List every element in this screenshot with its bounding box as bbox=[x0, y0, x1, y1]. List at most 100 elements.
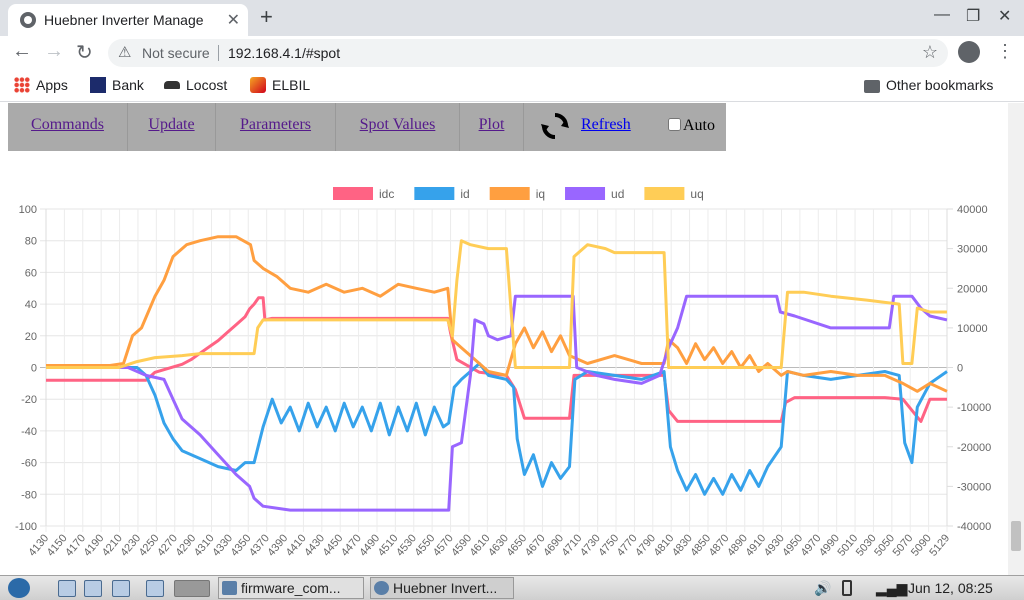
volume-icon[interactable]: 🔊 bbox=[814, 580, 832, 596]
menu-kebab-icon[interactable]: ⋮ bbox=[996, 41, 1014, 61]
terminal-icon[interactable] bbox=[112, 580, 130, 597]
x-tick-label: 5050 bbox=[872, 532, 897, 558]
x-tick-label: 4250 bbox=[137, 532, 162, 558]
file-manager-icon[interactable] bbox=[58, 580, 76, 597]
back-icon[interactable]: ← bbox=[12, 40, 32, 62]
page-scrollbar[interactable] bbox=[1008, 103, 1024, 575]
legend-label-ud: ud bbox=[611, 187, 624, 201]
x-tick-label: 4950 bbox=[780, 532, 805, 558]
x-tick-label: 4270 bbox=[155, 532, 180, 558]
minimize-icon[interactable]: — bbox=[934, 6, 950, 23]
x-tick-label: 4770 bbox=[615, 532, 640, 558]
x-tick-label: 4510 bbox=[376, 532, 401, 558]
y-left-tick-label: 40 bbox=[25, 299, 37, 311]
network-signal-icon[interactable]: ▂▄▆ bbox=[876, 580, 908, 596]
auto-checkbox[interactable] bbox=[668, 118, 681, 131]
auto-label: Auto bbox=[683, 117, 715, 134]
browser-tab[interactable]: Huebner Inverter Manage ✕ bbox=[8, 4, 248, 36]
spot-values-chart: 100 80 60 40 20 0 -20 -40 -60 -80 -100 40000 30000 20… bbox=[15, 187, 991, 559]
x-tick-label: 5070 bbox=[891, 532, 916, 558]
start-menu-icon[interactable] bbox=[8, 578, 30, 598]
bookmark-label: Other bookmarks bbox=[886, 77, 994, 93]
taskbar: firmware_com... Huebner Invert... 🔊 ▂▄▆ … bbox=[0, 575, 1024, 600]
series-line-idc bbox=[46, 296, 947, 423]
close-tab-icon[interactable]: ✕ bbox=[226, 12, 240, 29]
x-tick-label: 4550 bbox=[413, 532, 438, 558]
not-secure-label[interactable]: Not secure bbox=[142, 45, 210, 61]
divider bbox=[218, 45, 219, 61]
auto-refresh-toggle[interactable]: Auto bbox=[668, 117, 715, 135]
x-tick-label: 4750 bbox=[596, 532, 621, 558]
x-tick-label: 4970 bbox=[799, 532, 824, 558]
forward-icon[interactable]: → bbox=[44, 40, 64, 62]
y-left-tick-label: -60 bbox=[21, 458, 37, 470]
x-tick-label: 5090 bbox=[909, 532, 934, 558]
x-tick-label: 4930 bbox=[762, 532, 787, 558]
warning-icon[interactable]: ⚠ bbox=[118, 44, 132, 61]
x-tick-label: 4230 bbox=[118, 532, 143, 558]
y-left-tick-label: -40 bbox=[21, 426, 37, 438]
close-window-icon[interactable]: ✕ bbox=[998, 8, 1012, 25]
scrollbar-thumb[interactable] bbox=[1011, 521, 1021, 551]
bookmark-bank[interactable]: Bank bbox=[90, 77, 144, 93]
address-bar[interactable]: ⚠ Not secure 192.168.4.1/#spot ☆ bbox=[108, 39, 948, 67]
task-huebner[interactable]: Huebner Invert... bbox=[370, 577, 514, 599]
y-right-tick-label: -10000 bbox=[957, 402, 991, 414]
bookmark-locost[interactable]: Locost bbox=[164, 77, 227, 93]
legend-label-id: id bbox=[460, 187, 469, 201]
other-bookmarks[interactable]: Other bookmarks bbox=[864, 77, 993, 93]
browser-launcher-icon[interactable] bbox=[84, 580, 102, 597]
x-tick-label: 4730 bbox=[578, 532, 603, 558]
x-tick-label: 4630 bbox=[486, 532, 511, 558]
bank-logo-icon bbox=[90, 77, 106, 93]
folder-icon bbox=[222, 581, 237, 595]
bookmark-apps[interactable]: Apps bbox=[14, 77, 68, 93]
series-line-ud bbox=[46, 294, 948, 512]
y-left-tick-label: 0 bbox=[31, 363, 37, 375]
series-line-id bbox=[46, 362, 948, 496]
legend-label-iq: iq bbox=[536, 187, 545, 201]
chromium-icon[interactable] bbox=[146, 580, 164, 597]
x-tick-label: 4170 bbox=[63, 532, 88, 558]
x-tick-label: 4450 bbox=[321, 532, 346, 558]
task-firmware[interactable]: firmware_com... bbox=[218, 577, 364, 599]
restore-icon[interactable]: ❐ bbox=[966, 8, 981, 25]
menu-spot-values[interactable]: Spot Values bbox=[336, 103, 460, 151]
x-tick-label: 4670 bbox=[523, 532, 548, 558]
refresh-link[interactable]: Refresh bbox=[581, 116, 631, 133]
x-tick-label: 4810 bbox=[652, 532, 677, 558]
desktop-pager-icon[interactable] bbox=[174, 580, 210, 597]
profile-avatar-icon[interactable] bbox=[958, 41, 980, 63]
y-right-tick-label: 30000 bbox=[957, 244, 988, 256]
bookmark-star-icon[interactable]: ☆ bbox=[921, 42, 938, 62]
series-line-iq bbox=[46, 235, 948, 393]
x-tick-label: 4130 bbox=[26, 532, 51, 558]
menu-update[interactable]: Update bbox=[128, 103, 216, 151]
bookmark-elbil[interactable]: ELBIL bbox=[250, 77, 310, 93]
y-left-tick-label: -100 bbox=[15, 521, 37, 533]
y-left-tick-label: 80 bbox=[25, 236, 37, 248]
x-tick-label: 4310 bbox=[192, 532, 217, 558]
refresh-icon[interactable] bbox=[540, 111, 570, 141]
x-tick-label: 4650 bbox=[504, 532, 529, 558]
url-text[interactable]: 192.168.4.1/#spot bbox=[228, 45, 341, 61]
new-tab-icon[interactable]: + bbox=[260, 4, 273, 29]
reload-icon[interactable]: ↻ bbox=[76, 42, 93, 64]
x-tick-label: 4470 bbox=[339, 532, 364, 558]
menu-commands[interactable]: Commands bbox=[8, 103, 128, 151]
x-tick-label: 5030 bbox=[854, 532, 879, 558]
menu-plot[interactable]: Plot bbox=[460, 103, 524, 151]
x-tick-label: 4850 bbox=[688, 532, 713, 558]
bookmark-label: Locost bbox=[186, 77, 228, 93]
x-tick-label: 4330 bbox=[210, 532, 235, 558]
x-tick-label: 4790 bbox=[633, 532, 658, 558]
y-left-tick-label: 20 bbox=[25, 331, 37, 343]
battery-icon[interactable] bbox=[842, 580, 852, 596]
legend-swatch-id bbox=[414, 187, 455, 200]
y-right-tick-label: 0 bbox=[957, 363, 963, 375]
x-tick-label: 4610 bbox=[468, 532, 493, 558]
y-left-tick-label: 100 bbox=[19, 204, 37, 216]
clock[interactable]: Jun 12, 08:25 bbox=[908, 580, 993, 596]
menu-parameters[interactable]: Parameters bbox=[216, 103, 336, 151]
x-tick-label: 4390 bbox=[265, 532, 290, 558]
